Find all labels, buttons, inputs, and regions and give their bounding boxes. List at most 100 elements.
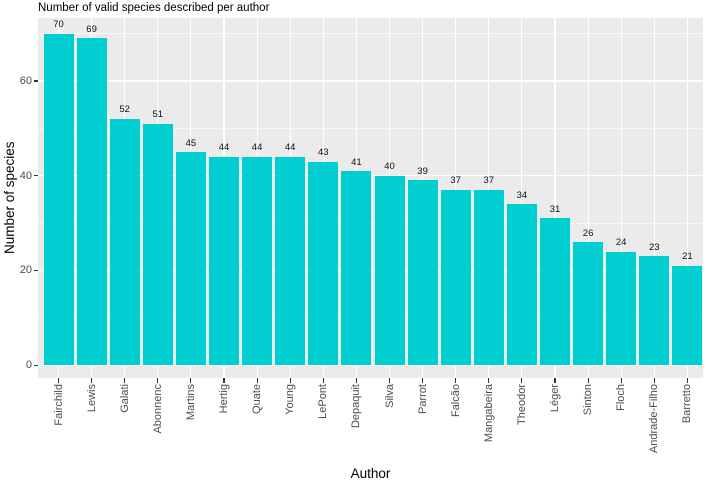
- bar-value-label: 69: [86, 23, 97, 35]
- x-axis-tick-label: Silva: [383, 384, 396, 408]
- x-axis-tick: [157, 378, 159, 383]
- gridline-major-vertical: [521, 18, 523, 378]
- gridline-major-vertical: [587, 18, 589, 378]
- bar: [341, 171, 372, 366]
- x-axis-tick-label: Abonnenc: [151, 384, 164, 434]
- bar: [573, 242, 604, 366]
- bar-value-label: 37: [450, 175, 461, 187]
- bar: [374, 175, 405, 366]
- y-axis-tick-label: 40: [19, 169, 32, 182]
- bar: [540, 218, 570, 366]
- bar: [639, 256, 670, 366]
- x-axis-tick-label: Mangabeira: [482, 384, 495, 443]
- x-axis-tick: [355, 378, 357, 383]
- gridline-major-horizontal: [38, 80, 703, 82]
- x-axis-tick-label: Andrade-Filho: [648, 384, 661, 454]
- y-axis-tick: [34, 269, 38, 272]
- x-axis-tick-label: Galati: [118, 384, 131, 413]
- x-axis-tick: [57, 378, 60, 383]
- x-axis-tick-label: Young: [284, 384, 297, 415]
- bar: [109, 118, 140, 366]
- x-axis-tick-label: Léger: [549, 384, 561, 413]
- x-axis-tick: [124, 378, 126, 383]
- y-axis-tick-label: 60: [19, 75, 32, 87]
- x-axis-tick: [455, 378, 457, 383]
- x-axis-tick: [488, 378, 490, 383]
- bar-value-label: 23: [649, 241, 660, 253]
- x-axis-tick: [190, 378, 192, 383]
- x-axis-tick: [256, 378, 258, 383]
- bar: [209, 156, 239, 366]
- x-axis-title: Author: [350, 466, 391, 481]
- x-axis-tick-label: LePont: [317, 384, 330, 419]
- y-axis-tick: [34, 175, 38, 177]
- bar-value-label: 41: [351, 156, 362, 168]
- bar: [175, 152, 206, 366]
- gridline-minor-horizontal: [38, 127, 703, 129]
- x-axis-tick: [521, 378, 523, 383]
- bar-value-label: 44: [284, 142, 296, 154]
- x-axis-tick-label: Sinton: [582, 384, 595, 416]
- bar-value-label: 21: [682, 251, 693, 263]
- bar-value-label: 39: [417, 165, 428, 177]
- x-axis-tick-label: Quate: [251, 384, 264, 414]
- bar: [606, 251, 637, 366]
- bar: [242, 156, 273, 366]
- y-axis-tick-label: 20: [19, 264, 32, 277]
- x-axis-tick: [223, 378, 225, 383]
- x-axis-tick-label: Falcão: [449, 384, 462, 418]
- bar-value-label: 40: [384, 161, 395, 173]
- gridline-major-vertical: [653, 18, 655, 378]
- x-axis-tick-label: Parrot: [416, 384, 429, 414]
- bar-value-label: 31: [549, 203, 561, 215]
- chart-title: Number of valid species described per au…: [38, 2, 270, 14]
- bar: [506, 204, 537, 366]
- x-axis-tick-label: Theodor: [515, 384, 528, 425]
- bar-value-label: 37: [483, 175, 495, 187]
- x-axis-tick-label: Lewis: [85, 384, 98, 413]
- bar-value-label: 70: [53, 19, 64, 31]
- bar-value-label: 51: [152, 109, 164, 121]
- bar: [142, 123, 173, 366]
- gridline-major-vertical: [554, 18, 556, 378]
- x-axis-tick-label: Martins: [184, 384, 197, 421]
- x-axis-tick: [91, 378, 93, 383]
- gridline-minor-horizontal: [38, 33, 703, 35]
- bar: [473, 189, 504, 366]
- x-axis-tick-label: Depaquit: [350, 384, 363, 429]
- x-axis-tick: [422, 378, 424, 383]
- bar-value-label: 24: [615, 237, 627, 249]
- bar-value-label: 26: [582, 227, 594, 239]
- x-axis-tick-label: Fairchild: [52, 384, 65, 426]
- bar-value-label: 52: [119, 104, 130, 116]
- x-axis-tick: [289, 378, 291, 383]
- gridline-major-vertical: [686, 18, 688, 378]
- y-axis-title: Number of species: [2, 141, 17, 255]
- bar: [672, 265, 703, 366]
- bar-value-label: 44: [251, 142, 263, 154]
- bar: [308, 161, 339, 366]
- x-axis-tick-label: Floch: [615, 384, 628, 411]
- x-axis-tick: [620, 378, 622, 383]
- x-axis-tick: [554, 378, 556, 383]
- y-axis-tick-label: 0: [25, 359, 32, 372]
- x-axis-tick-label: Barretto: [681, 384, 694, 424]
- x-axis-tick: [653, 378, 655, 383]
- x-axis-tick: [322, 378, 324, 383]
- bar: [76, 38, 107, 366]
- bar: [43, 33, 74, 366]
- bar: [407, 180, 438, 366]
- x-axis-tick-label: Hertig: [218, 384, 230, 414]
- bar-value-label: 45: [185, 137, 197, 149]
- gridline-major-vertical: [620, 18, 622, 378]
- bar: [275, 156, 306, 366]
- bar-value-label: 43: [318, 147, 329, 159]
- x-axis-tick: [587, 378, 589, 383]
- x-axis-tick: [388, 378, 391, 383]
- x-axis-tick: [686, 378, 688, 383]
- bar-value-label: 44: [218, 142, 230, 154]
- bar: [440, 189, 471, 366]
- bar-value-label: 34: [516, 189, 528, 201]
- plot-panel: [38, 18, 703, 378]
